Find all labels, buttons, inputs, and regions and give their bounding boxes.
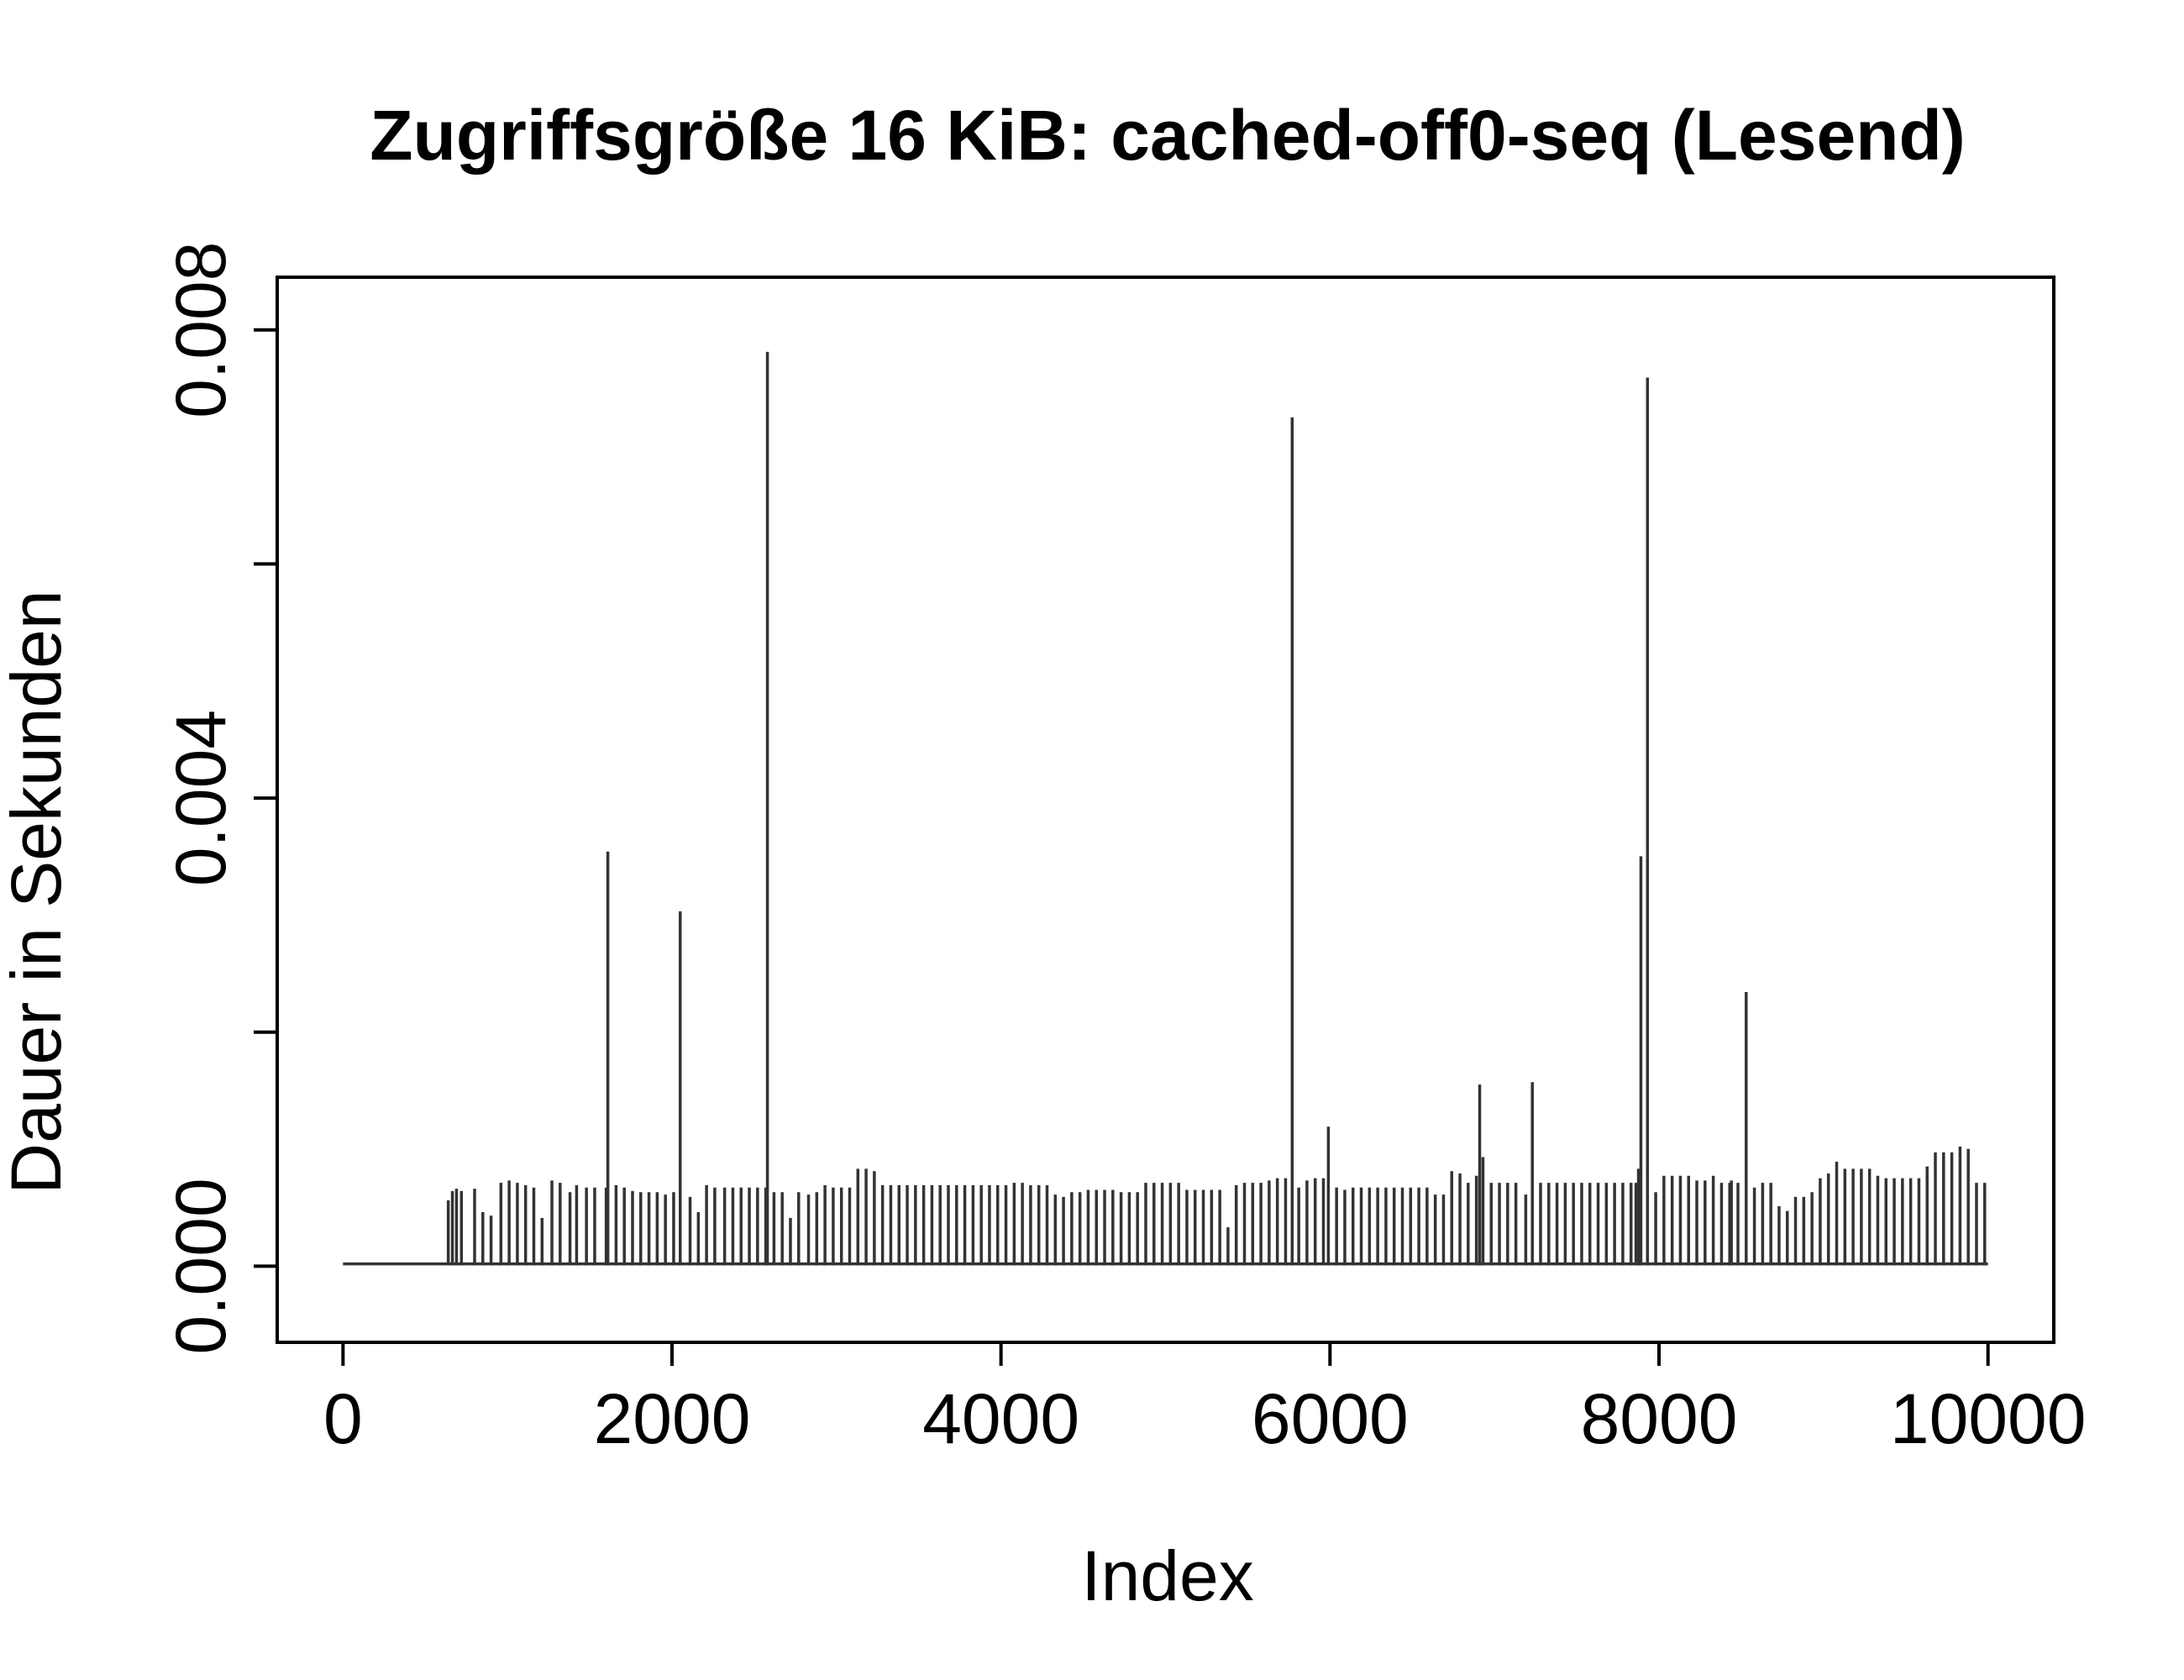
x-tick-label: 2000 xyxy=(594,1379,751,1458)
x-tick-label: 8000 xyxy=(1581,1379,1738,1458)
plot-frame xyxy=(276,276,2055,1344)
axes: 0 2000 4000 6000 8000 10000 0.000 0.004 0.008 xyxy=(161,242,2086,1458)
y-axis-label: Dauer in Sekunden xyxy=(0,590,76,1194)
y-tick-label: 0.000 xyxy=(161,1178,240,1354)
series-line xyxy=(343,351,1988,1266)
y-tick-label: 0.004 xyxy=(161,710,240,886)
x-tick-label: 4000 xyxy=(922,1379,1079,1458)
x-tick-label: 0 xyxy=(323,1379,363,1458)
y-tick-label: 0.008 xyxy=(161,242,240,418)
x-tick-label: 6000 xyxy=(1252,1379,1409,1458)
x-tick-label: 10000 xyxy=(1890,1379,2087,1458)
x-axis-label: Index xyxy=(1081,1536,1254,1615)
chart-title: Zugriffsgröße 16 KiB: cached-off0-seq (L… xyxy=(370,96,1966,175)
